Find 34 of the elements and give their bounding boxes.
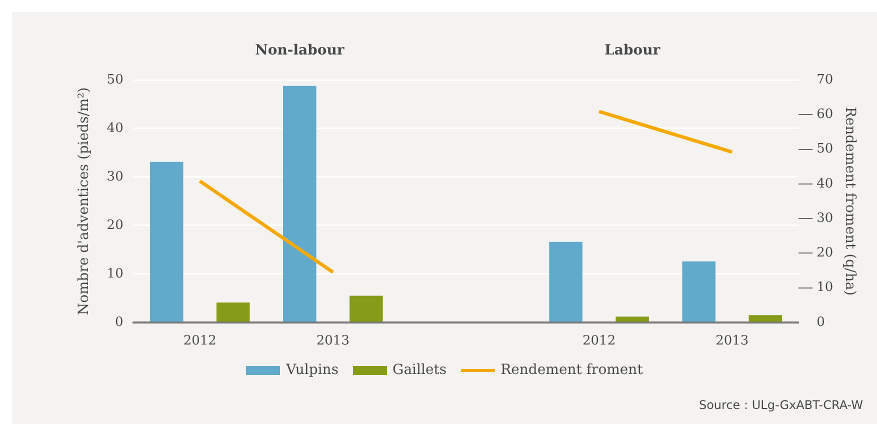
- x-tick-label: 2013: [316, 334, 350, 349]
- bar: [748, 315, 782, 322]
- bar: [150, 162, 184, 322]
- bar: [283, 86, 316, 322]
- y2-tick-label: 60: [816, 107, 834, 122]
- legend-label: Gaillets: [392, 362, 447, 378]
- y2-tick-label: 50: [816, 142, 834, 157]
- x-tick-label: 2012: [582, 334, 616, 349]
- legend-label: Rendement froment: [500, 362, 643, 378]
- y-tick-label: 40: [106, 120, 124, 136]
- bar: [350, 296, 383, 322]
- bar: [616, 316, 649, 322]
- bar: [216, 302, 250, 322]
- source-note: Source : ULg-GxABT-CRA-W: [698, 398, 863, 412]
- text: Labour: [604, 42, 661, 59]
- y2-tick-label: 70: [816, 72, 834, 88]
- text: Non-labour: [255, 42, 345, 59]
- x-tick-label: 2013: [716, 334, 749, 349]
- y-tick-label: 0: [115, 314, 124, 330]
- y-tick-label: 50: [106, 72, 124, 88]
- y-tick-label: 10: [106, 266, 124, 282]
- legend-label: Vulpins: [286, 362, 339, 378]
- y-tick-label: 20: [106, 218, 124, 233]
- bar: [549, 242, 582, 322]
- y2-tick-label: 10: [816, 280, 834, 296]
- y2-axis-title: Rendement froment (q/ha): [842, 106, 858, 296]
- y2-tick-label: 30: [816, 210, 834, 226]
- x-tick-label: 2012: [183, 334, 216, 349]
- bar: [682, 261, 716, 322]
- y-axis-title: Nombre d'adventices (pieds/m²): [76, 87, 92, 316]
- y2-tick-label: 40: [816, 176, 834, 192]
- y-tick-label: 30: [106, 169, 124, 184]
- y2-tick-label: 20: [816, 246, 834, 261]
- y2-tick-label: 0: [816, 314, 825, 330]
